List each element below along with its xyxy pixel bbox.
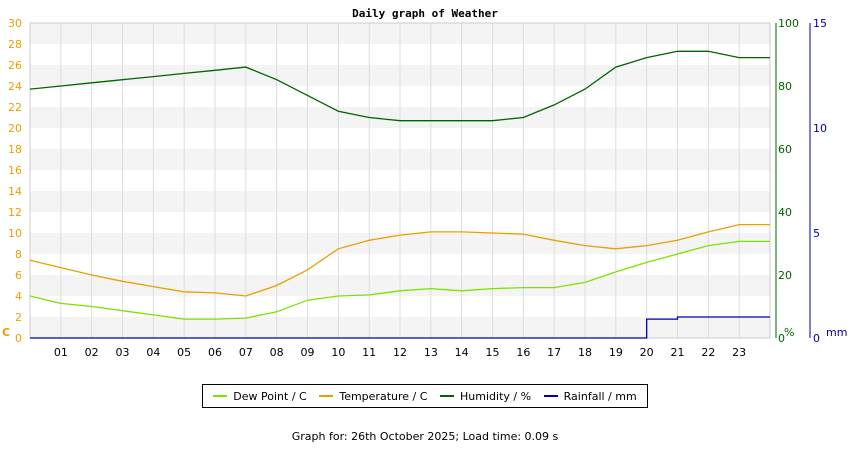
axes-group: 01 02 03 04 05 06 07 08 09 10 11 12 13 14 15 16 17 18 19 20… (2, 17, 847, 359)
y-left-tick-label: 8 (15, 248, 22, 261)
x-tick-label: 06 (208, 346, 222, 359)
legend-swatch (213, 395, 228, 397)
y-right1-tick-label: 40 (778, 206, 792, 219)
x-tick-label: 22 (701, 346, 715, 359)
y-left-tick-label: 26 (8, 59, 22, 72)
y-left-tick-label: 2 (15, 311, 22, 324)
x-tick-label: 10 (331, 346, 345, 359)
y-left-tick-label: 4 (15, 290, 22, 303)
y-right2-tick-label: 5 (813, 227, 820, 240)
legend-label: Humidity / % (460, 389, 532, 403)
legend-swatch (319, 395, 334, 397)
x-tick-label: 05 (177, 346, 191, 359)
x-tick-label: 18 (578, 346, 592, 359)
x-tick-label: 23 (732, 346, 746, 359)
y-right1-tick-label: 60 (778, 143, 792, 156)
y-right1-tick-label: 20 (778, 269, 792, 282)
footer-text: Graph for: 26th October 2025; Load time:… (291, 430, 559, 443)
y-right1-tick-label: 100 (778, 17, 799, 30)
y-right2-unit: mm (826, 326, 847, 339)
x-tick-label: 11 (362, 346, 376, 359)
y-left-tick-label: 12 (8, 206, 22, 219)
y-left-tick-label: 10 (8, 227, 22, 240)
legend-item: Dew Point / C (213, 389, 307, 403)
y-left-tick-label: 30 (8, 17, 22, 30)
legend-label: Temperature / C (339, 389, 428, 403)
legend-label: Dew Point / C (233, 389, 307, 403)
y-left-tick-label: 18 (8, 143, 22, 156)
series-line-temperature (29, 223, 770, 297)
series-group (29, 50, 770, 339)
x-tick-label: 14 (455, 346, 469, 359)
x-tick-label: 20 (640, 346, 654, 359)
legend-swatch (543, 395, 558, 397)
x-tick-label: 19 (609, 346, 623, 359)
y-left-tick-label: 24 (8, 80, 22, 93)
series-line-humidity (29, 50, 770, 122)
legend-item: Humidity / % (440, 390, 531, 403)
x-tick-label: 15 (486, 346, 500, 359)
series-line-rainfall (30, 316, 770, 339)
chart-title: Daily graph of Weather (352, 7, 498, 20)
x-tick-label: 08 (270, 346, 284, 359)
x-tick-label: 07 (239, 346, 253, 359)
x-tick-label: 04 (146, 346, 160, 359)
legend-item: Rainfall / mm (543, 389, 637, 403)
y-left-tick-label: 20 (8, 122, 22, 135)
x-tick-label: 13 (424, 346, 438, 359)
series-line-dew-point (29, 240, 770, 320)
y-right1-tick-label: 80 (778, 80, 792, 93)
y-left-tick-label: 6 (15, 269, 22, 282)
y-left-tick-label: 28 (8, 38, 22, 51)
chart-legend: Dew Point / C Temperature / C Humidity / %… (202, 384, 648, 408)
y-right1-unit: % (784, 326, 794, 339)
x-tick-label: 02 (85, 346, 99, 359)
y-left-tick-label: 16 (8, 164, 22, 177)
y-right2-tick-label: 10 (813, 122, 827, 135)
x-tick-label: 03 (116, 346, 130, 359)
x-tick-label: 12 (393, 346, 407, 359)
x-tick-label: 16 (516, 346, 530, 359)
y-right2-tick-label: 0 (813, 332, 820, 345)
y-left-tick-label: 0 (15, 332, 22, 345)
y-left-tick-label: 22 (8, 101, 22, 114)
x-tick-label: 17 (547, 346, 561, 359)
y-right2-tick-label: 15 (813, 17, 827, 30)
y-right1-tick-label: 0 (778, 332, 785, 345)
legend-item: Temperature / C (319, 390, 427, 403)
x-tick-label: 09 (301, 346, 315, 359)
x-tick-label: 21 (671, 346, 685, 359)
grid-bands (29, 22, 771, 339)
y-left-unit: C (2, 326, 10, 339)
y-left-tick-label: 14 (8, 185, 22, 198)
legend-label: Rainfall / mm (563, 389, 637, 403)
legend-swatch (440, 395, 455, 397)
x-tick-label: 01 (54, 346, 68, 359)
